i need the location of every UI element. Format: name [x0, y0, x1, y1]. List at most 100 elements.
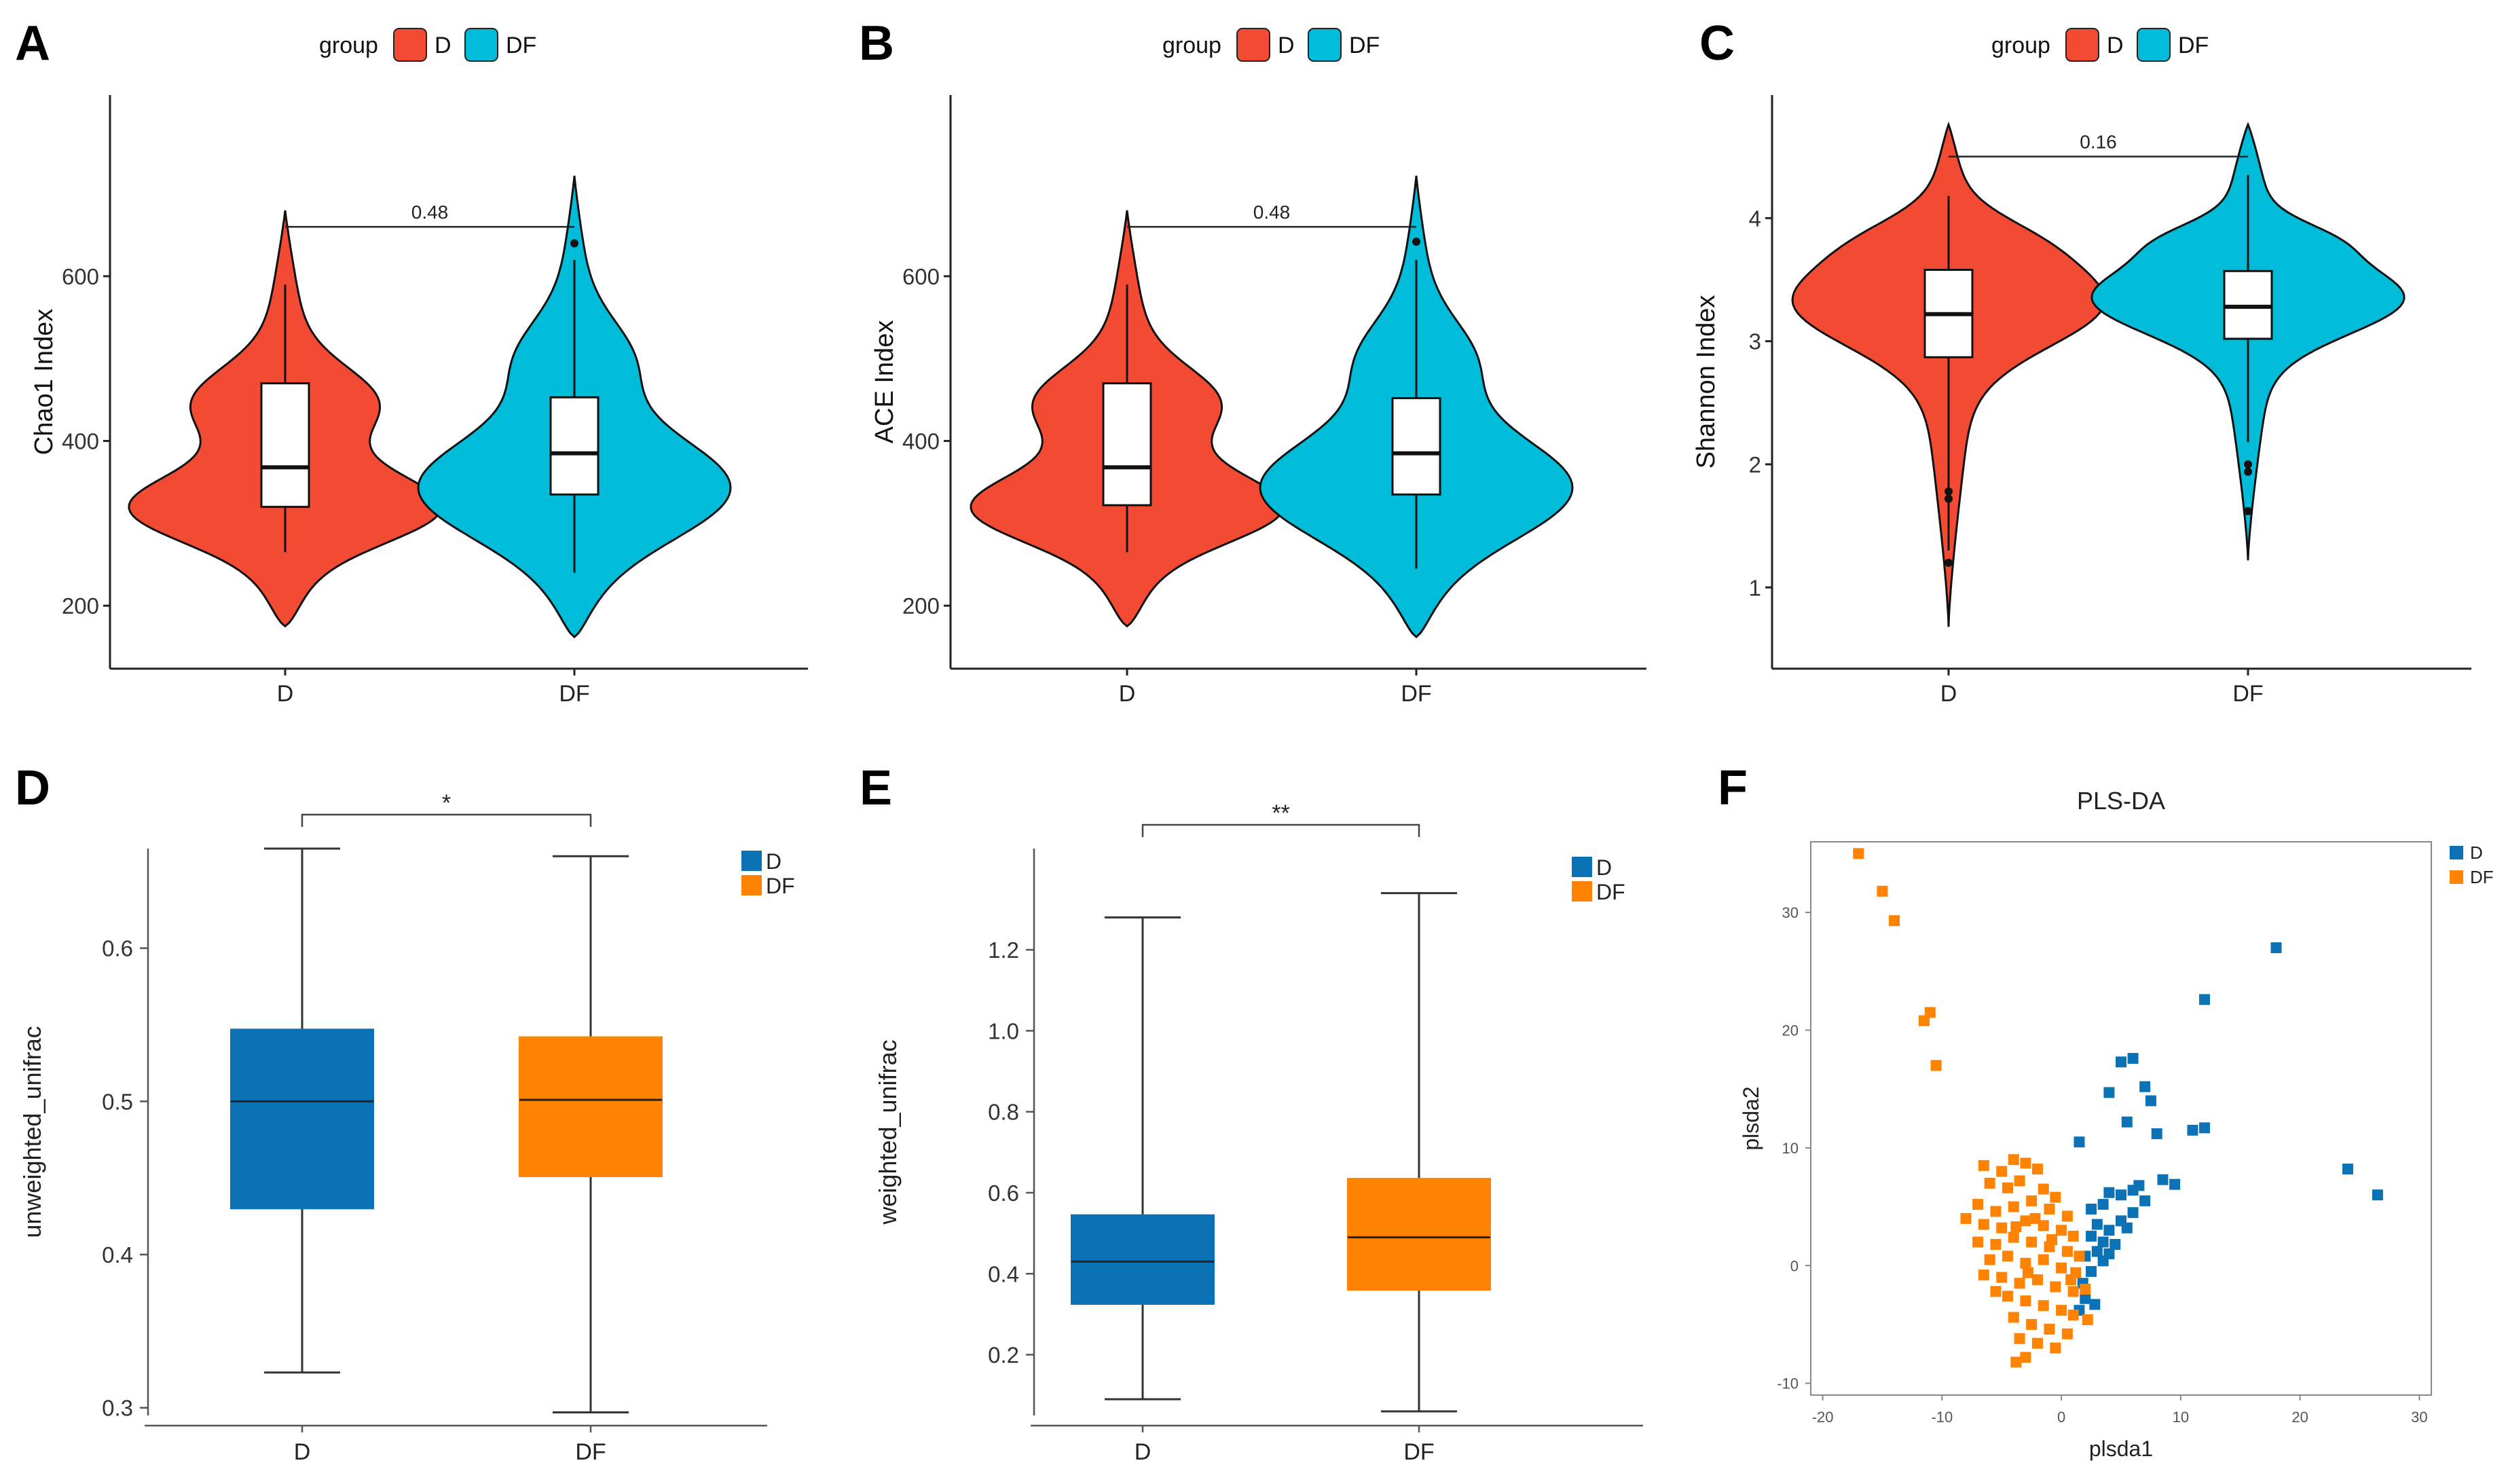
scatter-point-df	[2056, 1225, 2067, 1236]
scatter-point-df	[2014, 1278, 2025, 1289]
x-tick-label: 30	[2411, 1409, 2427, 1426]
scatter-point-df	[2008, 1231, 2019, 1243]
scatter-point-df	[2067, 1310, 2079, 1321]
legend-swatch-df	[464, 28, 498, 62]
scatter-point-df	[2002, 1250, 2014, 1262]
x-axis-title: plsda1	[2089, 1436, 2153, 1461]
chart-title: PLS-DA	[2077, 787, 2165, 815]
x-tick-label: DF	[1403, 1439, 1434, 1465]
y-tick-label: 1.2	[988, 938, 1019, 963]
scatter-point-df	[2038, 1300, 2049, 1312]
significance-bracket	[1141, 823, 1420, 837]
scatter-point-df	[2026, 1195, 2038, 1206]
y-tick-label: 10	[1782, 1140, 1799, 1157]
y-tick-label: 600	[62, 264, 99, 289]
scatter-point-d	[2103, 1187, 2115, 1198]
scatter-point-df	[2031, 1164, 2043, 1175]
y-tick-label: 200	[902, 593, 940, 618]
panel-letter: D	[15, 761, 50, 815]
plot-frame	[1810, 841, 2432, 1396]
outlier-point	[1412, 237, 1420, 246]
scatter-point-d	[2086, 1265, 2097, 1277]
legend-label-df: DF	[506, 33, 536, 58]
box-d	[260, 382, 310, 508]
legend-label-df: DF	[2178, 33, 2209, 58]
legend-label-d: D	[2470, 842, 2483, 863]
y-tick-label: 600	[902, 264, 940, 289]
scatter-point-df	[2031, 1274, 2043, 1286]
legend-swatch-d	[2065, 28, 2099, 62]
y-tick-label: 0	[1790, 1257, 1799, 1274]
scatter-point-d	[2109, 1239, 2121, 1250]
legend-swatch-df	[1572, 881, 1592, 902]
scatter-point-d	[2091, 1219, 2103, 1230]
y-tick-label: 200	[62, 593, 99, 618]
p-value-label: 0.48	[1253, 202, 1291, 223]
scatter-point-df	[2050, 1191, 2061, 1203]
x-tick-label: -10	[1931, 1409, 1953, 1426]
x-tick-label: DF	[2232, 681, 2263, 707]
panel-letter: F	[1718, 761, 1748, 815]
x-tick-label: D	[277, 681, 294, 707]
scatter-point-d	[2270, 942, 2282, 954]
legend-swatch-d	[2450, 846, 2463, 859]
box-d	[230, 1028, 374, 1210]
scatter-point-df	[2067, 1230, 2079, 1242]
legend-label-d: D	[1596, 855, 1612, 880]
scatter-point-df	[1984, 1177, 1995, 1189]
scatter-point-df	[2031, 1337, 2043, 1349]
scatter-point-d	[2116, 1189, 2126, 1201]
scatter-point-df	[2026, 1318, 2038, 1330]
scatter-point-df	[1996, 1222, 2008, 1233]
scatter-point-df	[1960, 1212, 1972, 1224]
x-tick-label: DF	[1401, 681, 1431, 707]
legend-swatch-d	[1572, 857, 1592, 877]
scatter-point-d	[2121, 1116, 2133, 1128]
significance-bracket	[301, 813, 592, 827]
x-tick-label: 20	[2291, 1409, 2308, 1426]
scatter-point-d	[2097, 1236, 2109, 1248]
y-tick-label: 0.4	[988, 1261, 1019, 1286]
y-tick-label: 30	[1782, 904, 1799, 921]
x-tick-label: DF	[559, 681, 589, 707]
scatter-point-d	[2139, 1195, 2151, 1206]
scatter-point-df	[1978, 1219, 1989, 1230]
y-tick-label: 0.3	[102, 1396, 133, 1421]
scatter-point-d	[2199, 1122, 2211, 1134]
significance-label: *	[442, 790, 451, 816]
y-tick-label: 1.0	[988, 1018, 1019, 1043]
y-axis-title: Shannon Index	[1692, 295, 1720, 469]
scatter-point-df	[2020, 1257, 2031, 1269]
scatter-point-d	[2127, 1207, 2139, 1219]
scatter-point-df	[2026, 1236, 2038, 1248]
scatter-point-df	[2002, 1182, 2014, 1193]
scatter-point-df	[2014, 1175, 2025, 1187]
x-tick-label: D	[294, 1439, 311, 1465]
scatter-point-df	[2008, 1201, 2019, 1212]
scatter-point-d	[2097, 1199, 2109, 1210]
box-d	[1071, 1214, 1215, 1305]
y-axis-title: plsda2	[1739, 1086, 1763, 1150]
legend-swatch-d	[393, 28, 427, 62]
scatter-point-d	[2169, 1179, 2181, 1190]
scatter-point-df	[1930, 1060, 1942, 1071]
legend-label-df: DF	[2470, 867, 2494, 887]
legend-label-df: DF	[1349, 33, 1380, 58]
scatter-point-d	[2074, 1136, 2085, 1148]
scatter-point-df	[2008, 1312, 2019, 1323]
x-tick-label: -20	[1812, 1409, 1834, 1426]
significance-label: **	[1272, 800, 1289, 826]
y-axis-title: weighted_unifrac	[874, 1039, 902, 1225]
legend-label-df: DF	[1596, 880, 1625, 904]
scatter-point-df	[2056, 1262, 2067, 1274]
scatter-point-d	[2103, 1225, 2115, 1236]
outlier-point	[2244, 467, 2252, 476]
y-tick-label: 0.8	[988, 1100, 1019, 1125]
legend-title: group	[1162, 33, 1221, 58]
y-tick-label: 20	[1782, 1022, 1799, 1039]
legend-title: group	[319, 33, 378, 58]
scatter-point-df	[1918, 1015, 1930, 1026]
